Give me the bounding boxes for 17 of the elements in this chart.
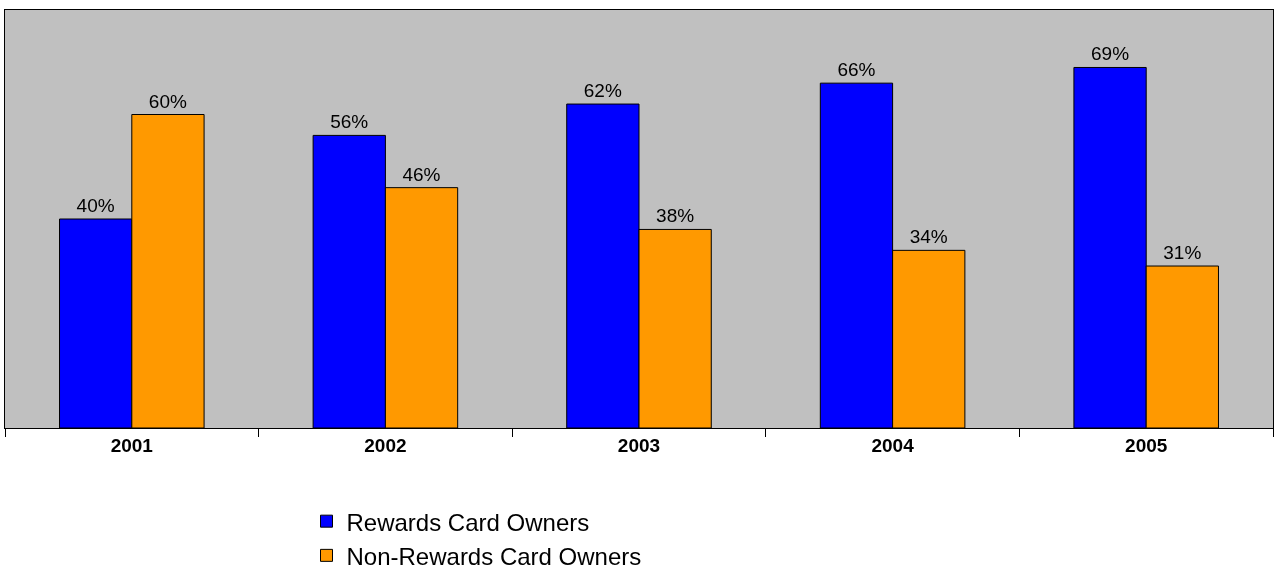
data-label: 34% xyxy=(909,226,948,248)
data-label: 46% xyxy=(402,163,441,185)
x-tick-label: 2002 xyxy=(364,434,407,456)
data-label: 38% xyxy=(656,205,695,227)
data-label: 60% xyxy=(148,90,188,112)
data-label: 56% xyxy=(330,111,369,133)
x-tick-label: 2003 xyxy=(617,434,661,456)
data-label: 66% xyxy=(837,59,876,81)
x-tick-label: 2005 xyxy=(1125,434,1168,456)
data-label: 69% xyxy=(1090,43,1130,65)
data-label: 31% xyxy=(1163,242,1202,264)
x-tick-label: 2004 xyxy=(871,434,915,456)
data-label: 62% xyxy=(583,80,622,102)
x-tick-label: 2001 xyxy=(110,434,154,456)
legend-label: Rewards Card Owners xyxy=(346,508,590,536)
data-label: 40% xyxy=(76,195,115,216)
legend-label: Non-Rewards Card Owners xyxy=(346,542,642,570)
